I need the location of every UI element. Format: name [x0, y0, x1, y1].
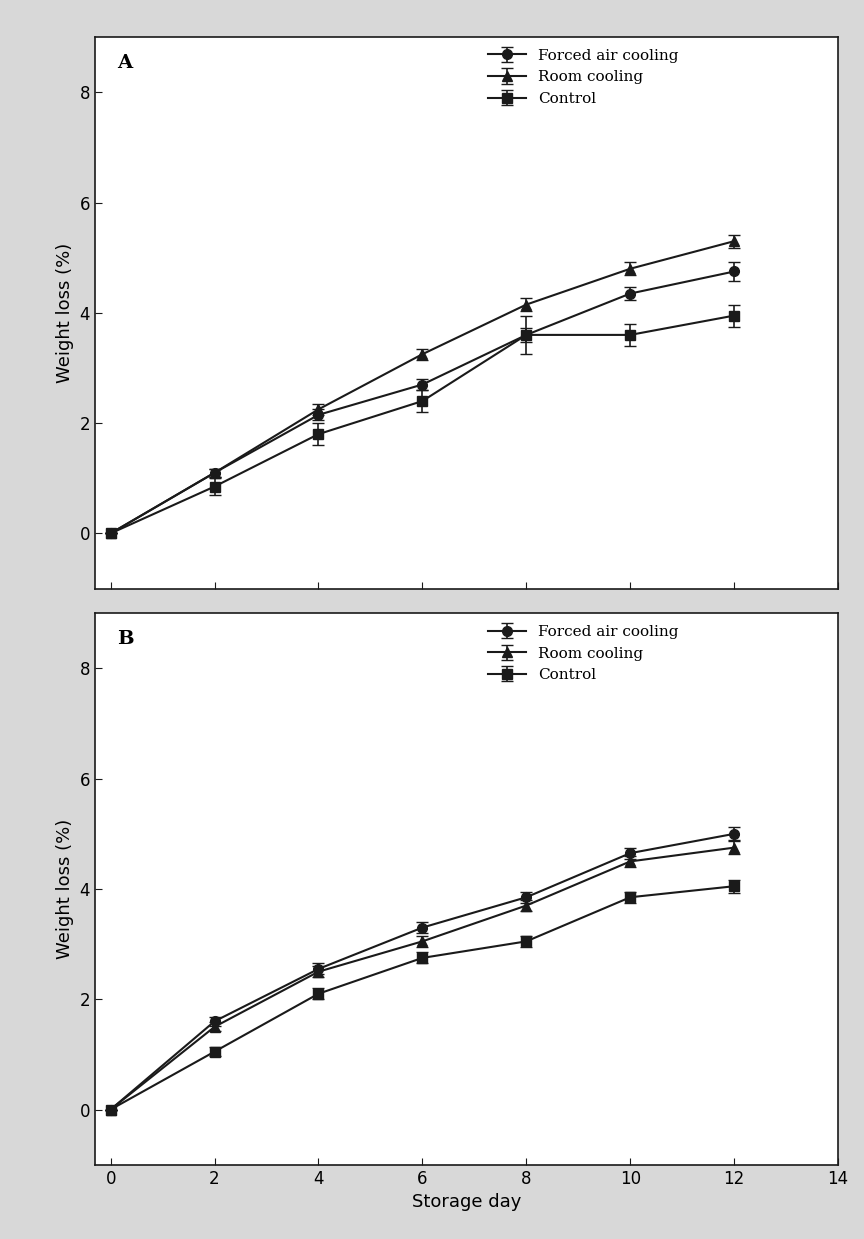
Legend: Forced air cooling, Room cooling, Control: Forced air cooling, Room cooling, Contro… — [481, 618, 684, 689]
X-axis label: Storage day: Storage day — [412, 1193, 521, 1211]
Y-axis label: Weight loss (%): Weight loss (%) — [56, 819, 74, 959]
Legend: Forced air cooling, Room cooling, Control: Forced air cooling, Room cooling, Contro… — [481, 42, 684, 113]
Text: A: A — [118, 53, 132, 72]
Text: B: B — [118, 629, 134, 648]
Y-axis label: Weight loss (%): Weight loss (%) — [56, 243, 74, 383]
